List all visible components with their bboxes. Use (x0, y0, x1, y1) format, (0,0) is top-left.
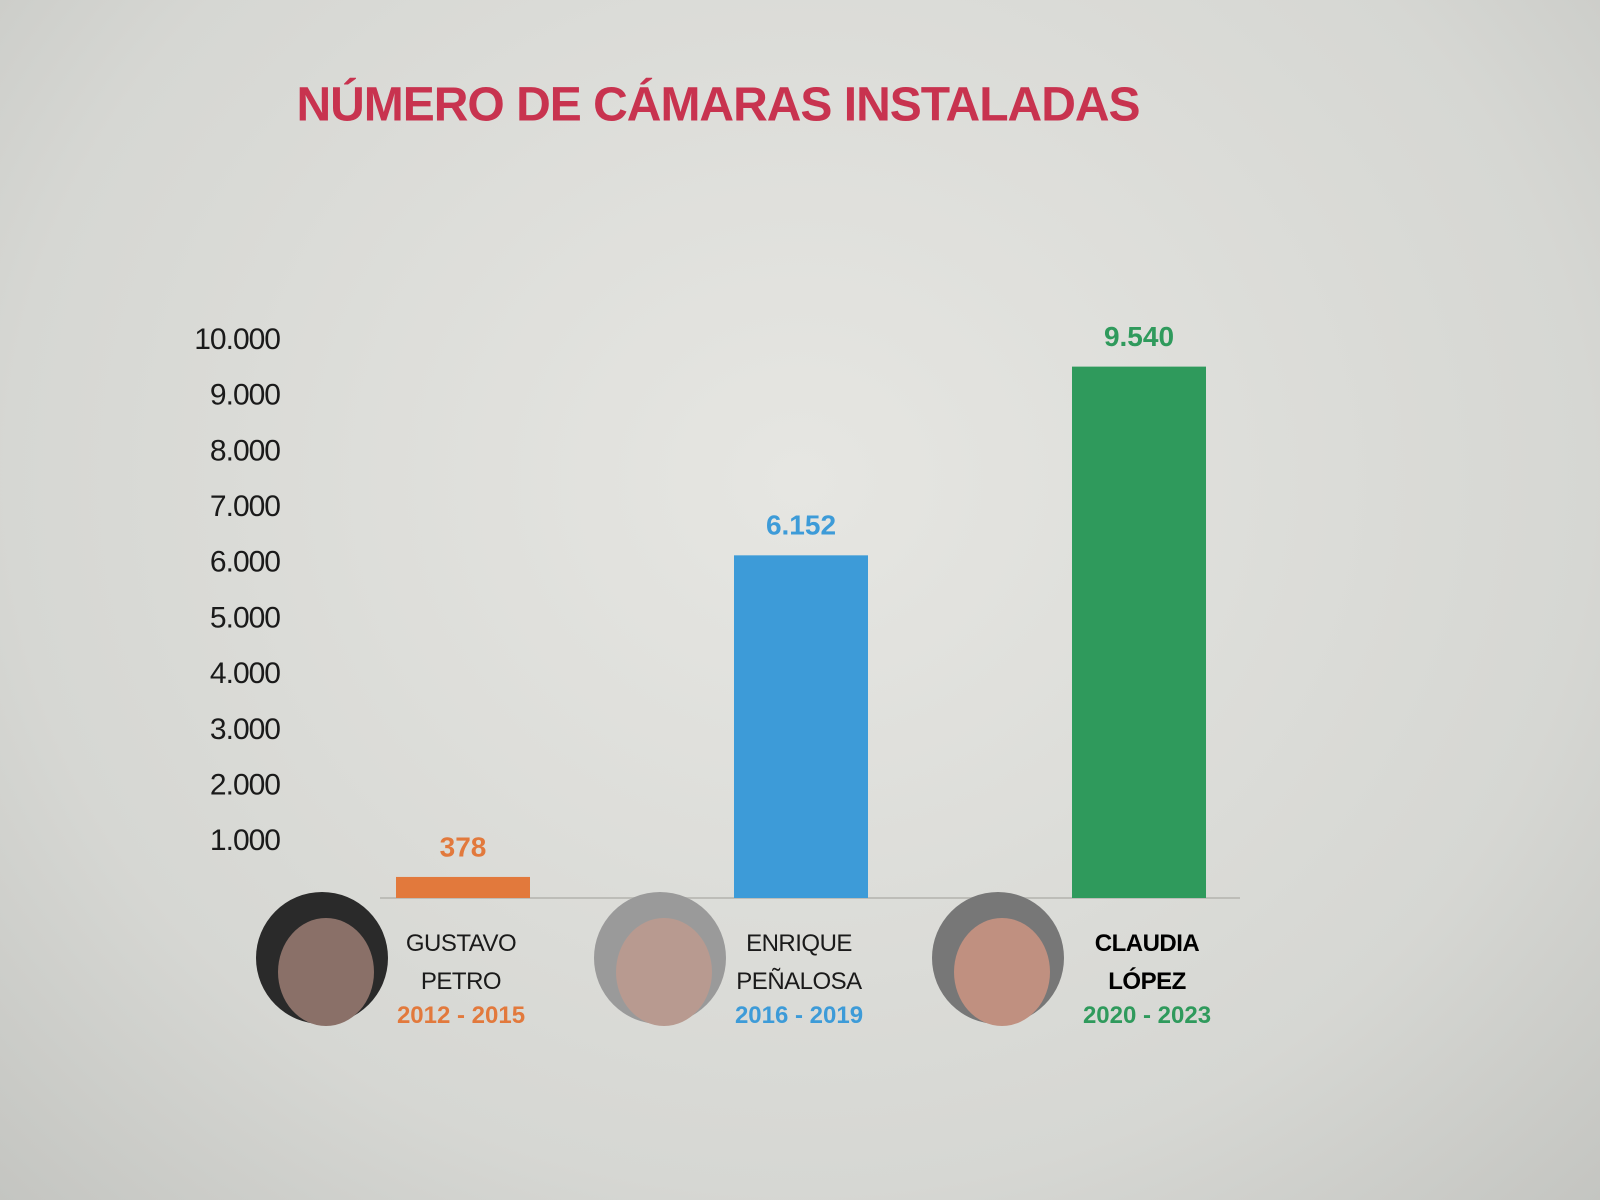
portrait-face (278, 918, 374, 1026)
value-label: 378 (440, 831, 487, 862)
y-tick-label: 6.000 (210, 546, 280, 579)
y-tick-label: 3.000 (210, 713, 280, 746)
portrait-face (616, 918, 712, 1026)
portrait-face (954, 918, 1050, 1026)
value-label: 6.152 (766, 510, 836, 541)
chart-title: NÚMERO DE CÁMARAS INSTALADAS (296, 77, 1139, 132)
y-tick-label: 9.000 (210, 379, 280, 412)
y-tick-label: 8.000 (210, 434, 280, 467)
y-tick-label: 5.000 (210, 601, 280, 634)
period-label: 2020 - 2023 (1082, 1002, 1212, 1029)
y-tick-label: 2.000 (210, 769, 280, 802)
category-label: GUSTAVO PETRO (405, 930, 517, 995)
period-label: 2016 - 2019 (734, 1002, 864, 1029)
category-label: CLAUDIA LÓPEZ (1094, 930, 1200, 995)
bar (1072, 366, 1206, 898)
category-label: ENRIQUE PEÑALOSA (736, 930, 862, 995)
bar (396, 876, 530, 898)
bar (734, 555, 868, 898)
period-label: 2012 - 2015 (396, 1002, 526, 1029)
value-label: 9.540 (1104, 321, 1174, 352)
y-tick-label: 1.000 (210, 824, 280, 857)
y-tick-label: 7.000 (210, 490, 280, 523)
y-tick-label: 4.000 (210, 657, 280, 690)
y-tick-label: 10.000 (194, 323, 280, 356)
